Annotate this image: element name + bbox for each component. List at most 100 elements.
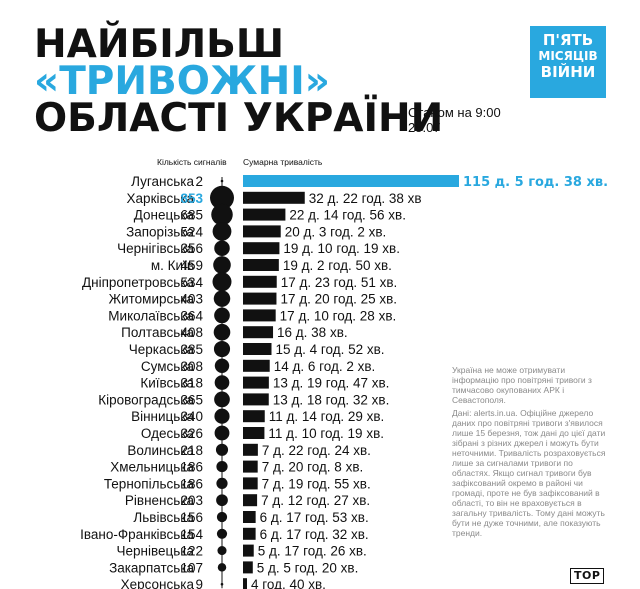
duration-label: 15 д. 4 год. 52 хв. [275,342,384,357]
region-name: Донецька [134,208,195,223]
publisher-logo: TOP [570,568,605,584]
signal-circle [217,563,227,572]
region-name: Івано-Франківська [80,527,194,542]
duration-bar [243,561,253,574]
region-name: Кіровоградська [98,392,194,407]
signal-circle [212,272,232,292]
signal-count-label: 318 [180,376,203,391]
badge-line-3: ВІЙНИ [540,63,596,81]
duration-label: 17 д. 20 год. 25 хв. [280,292,397,307]
signal-count-label: 203 [180,493,203,508]
note-source: Дані: alerts.in.ua. Офіційне джерело дан… [452,408,606,538]
signal-circle [210,185,234,210]
duration-bar [243,225,281,238]
signal-count-label: 853 [180,191,203,206]
title-line-1: НАЙБІЛЬШ [34,22,284,67]
title-line-2: «ТРИВОЖНІ» [34,59,330,104]
title-line-3: ОБЛАСТІ УКРАЇНИ [34,96,444,141]
region-name: Рівненська [125,493,195,508]
region-name: Волинська [127,443,194,458]
signal-count-label: 308 [180,359,203,374]
signal-count-label: 2 [195,174,203,189]
badge-line-1: П'ЯТЬ [542,31,594,49]
signal-count-label: 122 [180,544,203,559]
signal-count-label: 365 [180,392,203,407]
duration-label: 7 д. 19 год. 55 хв. [262,476,371,491]
signal-circle [216,460,228,473]
signal-count-label: 364 [180,308,203,323]
duration-bar [243,511,256,523]
signal-count-label: 340 [180,409,203,424]
duration-label: 32 д. 22 год. 38 хв [309,191,422,206]
region-name: Чернівецька [117,544,195,559]
region-name: Луганська [131,174,194,189]
duration-label: 7 д. 12 год. 27 хв. [261,493,370,508]
duration-label: 16 д. 38 хв. [277,325,348,340]
duration-bar [243,309,276,322]
signal-circle [216,511,228,523]
signal-circle [213,323,231,341]
signal-circle [214,425,230,441]
duration-label: 13 д. 19 год. 47 хв. [273,376,390,391]
signal-count-label: 534 [180,275,203,290]
signal-count-label: 156 [180,510,203,525]
duration-label: 20 д. 3 год. 2 хв. [285,224,387,239]
note-occupied: Україна не може отримувати інформацію пр… [452,365,592,405]
signal-count-label: 356 [180,241,203,256]
region-name: Тернопільська [104,476,195,491]
duration-label: 5 д. 17 год. 26 хв. [258,544,367,559]
duration-label: 6 д. 17 год. 32 хв. [260,527,369,542]
duration-label: 13 д. 18 год. 32 хв. [273,392,390,407]
region-name: Миколаївська [108,308,194,323]
region-name: Житомирська [109,292,195,307]
region-name: Львівська [133,510,194,525]
signal-circle [214,307,230,324]
duration-bar [243,343,272,355]
five-months-badge: П'ЯТЬ МІСЯЦІВ ВІЙНИ [530,26,606,98]
region-name: м. Київ [151,258,194,273]
duration-bar [243,275,277,288]
region-name: Полтавська [121,325,194,340]
duration-bar [243,427,265,439]
duration-bar [243,259,279,271]
duration-bar [243,208,286,221]
signal-circle [216,528,228,539]
signal-circle [214,240,230,256]
region-name: Сумська [141,359,195,374]
badge-line-2: МІСЯЦІВ [538,49,598,63]
signal-count-label: 218 [180,443,203,458]
duration-label: 19 д. 10 год. 19 хв. [283,241,400,256]
signal-circle [213,340,231,358]
region-name: Хмельницька [110,460,194,475]
signal-count-label: 9 [195,577,203,589]
duration-bar [243,242,280,255]
region-name: Херсонська [121,577,195,589]
signal-circle [216,494,228,507]
signals-column-header: Кількість сигналів [157,157,227,167]
signal-count-label: 186 [180,460,203,475]
region-name: Дніпропетровська [82,275,194,290]
signal-circle [214,358,230,374]
signal-circle [211,203,233,226]
signal-count-label: 326 [180,426,203,441]
duration-label: 4 год. 40 хв. [251,577,326,589]
duration-label: 7 д. 20 год. 8 хв. [262,460,364,475]
signal-circle [220,582,224,586]
as-of-timestamp: Станом на 9:00 25.07 [408,105,501,135]
signal-count-label: 524 [180,224,203,239]
duration-bar [243,292,277,305]
duration-label: 115 д. 5 год. 38 хв. [463,175,608,190]
signal-circle [212,221,232,241]
signal-circle [215,443,229,456]
duration-label: 17 д. 23 год. 51 хв. [281,275,398,290]
signal-circle [216,477,228,490]
duration-label: 5 д. 5 год. 20 хв. [257,560,359,575]
duration-bar [243,191,305,204]
duration-bar [243,326,274,339]
region-name: Харківська [127,191,195,206]
duration-label: 6 д. 17 год. 53 хв. [260,510,369,525]
signal-circle [217,546,227,556]
duration-bar [243,443,258,456]
duration-bar [243,175,459,187]
duration-bar [243,410,265,423]
